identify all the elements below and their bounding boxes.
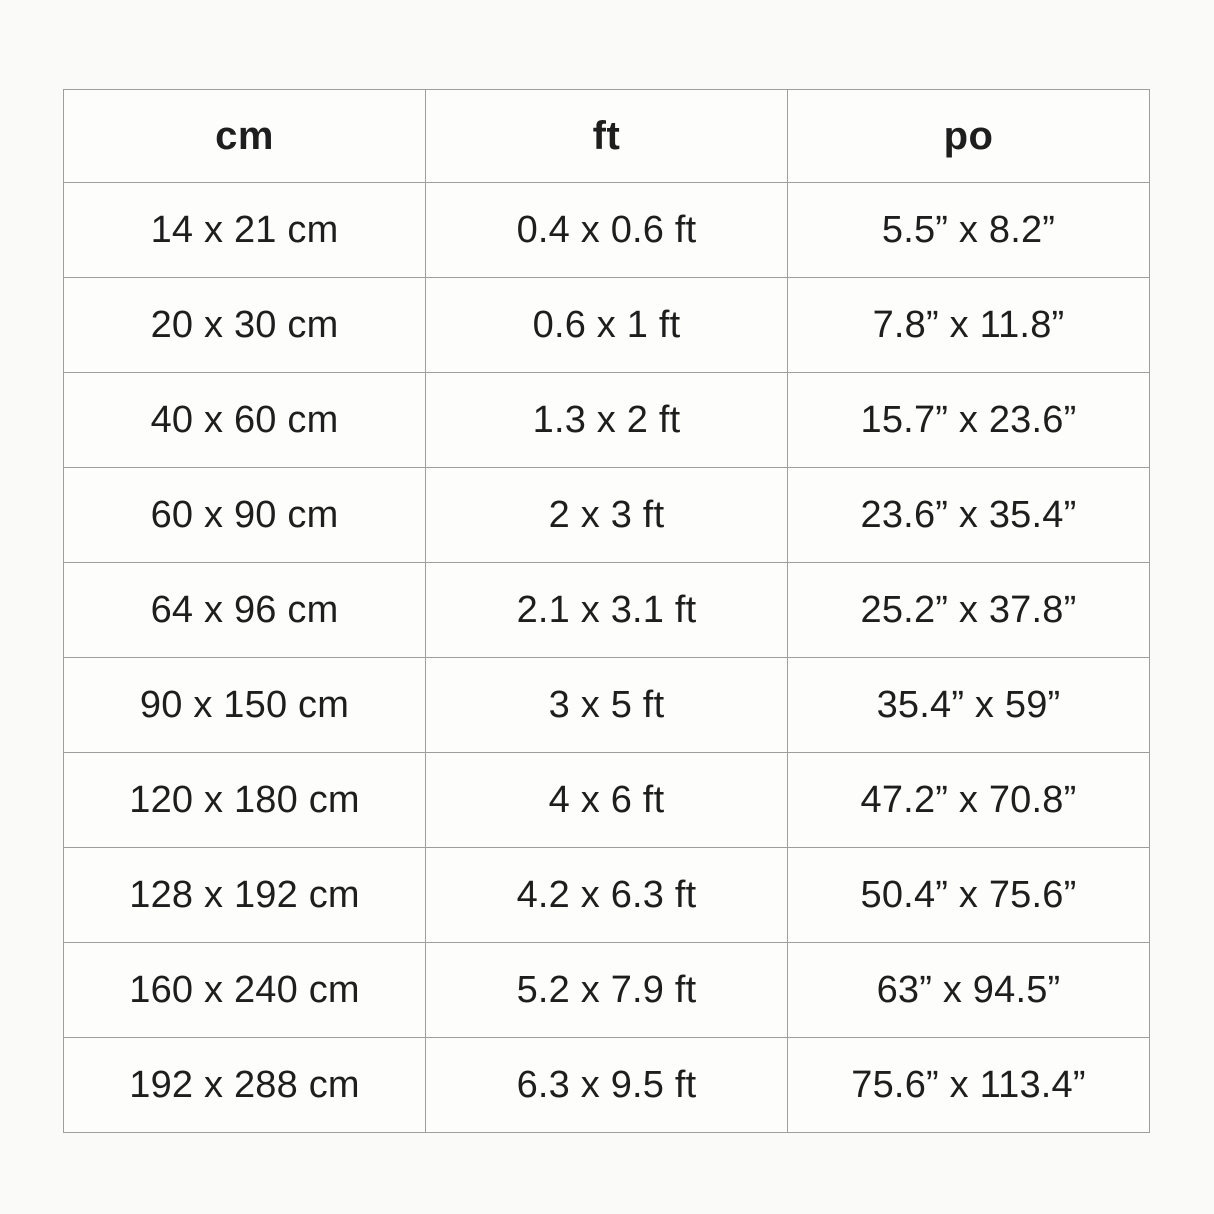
table-row: 14 x 21 cm 0.4 x 0.6 ft 5.5” x 8.2” (63, 182, 1150, 278)
table-row: 40 x 60 cm 1.3 x 2 ft 15.7” x 23.6” (63, 372, 1150, 468)
table-row: 20 x 30 cm 0.6 x 1 ft 7.8” x 11.8” (63, 277, 1150, 373)
table-cell: 0.4 x 0.6 ft (425, 182, 788, 278)
table-row: 90 x 150 cm 3 x 5 ft 35.4” x 59” (63, 657, 1150, 753)
size-conversion-table: cm ft po 14 x 21 cm 0.4 x 0.6 ft 5.5” x … (63, 89, 1150, 1133)
column-header-cm: cm (63, 89, 426, 183)
table-cell: 75.6” x 113.4” (787, 1037, 1150, 1133)
table-row: 120 x 180 cm 4 x 6 ft 47.2” x 70.8” (63, 752, 1150, 848)
table-cell: 4 x 6 ft (425, 752, 788, 848)
table-cell: 3 x 5 ft (425, 657, 788, 753)
table-cell: 4.2 x 6.3 ft (425, 847, 788, 943)
table-row: 160 x 240 cm 5.2 x 7.9 ft 63” x 94.5” (63, 942, 1150, 1038)
table-cell: 5.2 x 7.9 ft (425, 942, 788, 1038)
table-cell: 160 x 240 cm (63, 942, 426, 1038)
table-row: 128 x 192 cm 4.2 x 6.3 ft 50.4” x 75.6” (63, 847, 1150, 943)
table-cell: 7.8” x 11.8” (787, 277, 1150, 373)
table-cell: 40 x 60 cm (63, 372, 426, 468)
table-cell: 23.6” x 35.4” (787, 467, 1150, 563)
table-cell: 90 x 150 cm (63, 657, 426, 753)
table-row: 64 x 96 cm 2.1 x 3.1 ft 25.2” x 37.8” (63, 562, 1150, 658)
table-cell: 64 x 96 cm (63, 562, 426, 658)
table-row: 60 x 90 cm 2 x 3 ft 23.6” x 35.4” (63, 467, 1150, 563)
table-cell: 128 x 192 cm (63, 847, 426, 943)
table-cell: 192 x 288 cm (63, 1037, 426, 1133)
column-header-ft: ft (425, 89, 788, 183)
table-cell: 1.3 x 2 ft (425, 372, 788, 468)
table-cell: 50.4” x 75.6” (787, 847, 1150, 943)
table-header: cm ft po (63, 89, 1150, 183)
table-cell: 120 x 180 cm (63, 752, 426, 848)
table-cell: 15.7” x 23.6” (787, 372, 1150, 468)
table-cell: 6.3 x 9.5 ft (425, 1037, 788, 1133)
table-cell: 5.5” x 8.2” (787, 182, 1150, 278)
table-cell: 14 x 21 cm (63, 182, 426, 278)
table-cell: 60 x 90 cm (63, 467, 426, 563)
table-cell: 2.1 x 3.1 ft (425, 562, 788, 658)
table-body: 14 x 21 cm 0.4 x 0.6 ft 5.5” x 8.2” 20 x… (63, 182, 1150, 1133)
header-row: cm ft po (63, 89, 1150, 183)
table-cell: 2 x 3 ft (425, 467, 788, 563)
table-cell: 47.2” x 70.8” (787, 752, 1150, 848)
table-cell: 35.4” x 59” (787, 657, 1150, 753)
table-row: 192 x 288 cm 6.3 x 9.5 ft 75.6” x 113.4” (63, 1037, 1150, 1133)
column-header-po: po (787, 89, 1150, 183)
table-cell: 0.6 x 1 ft (425, 277, 788, 373)
table-cell: 63” x 94.5” (787, 942, 1150, 1038)
table-cell: 25.2” x 37.8” (787, 562, 1150, 658)
table-cell: 20 x 30 cm (63, 277, 426, 373)
